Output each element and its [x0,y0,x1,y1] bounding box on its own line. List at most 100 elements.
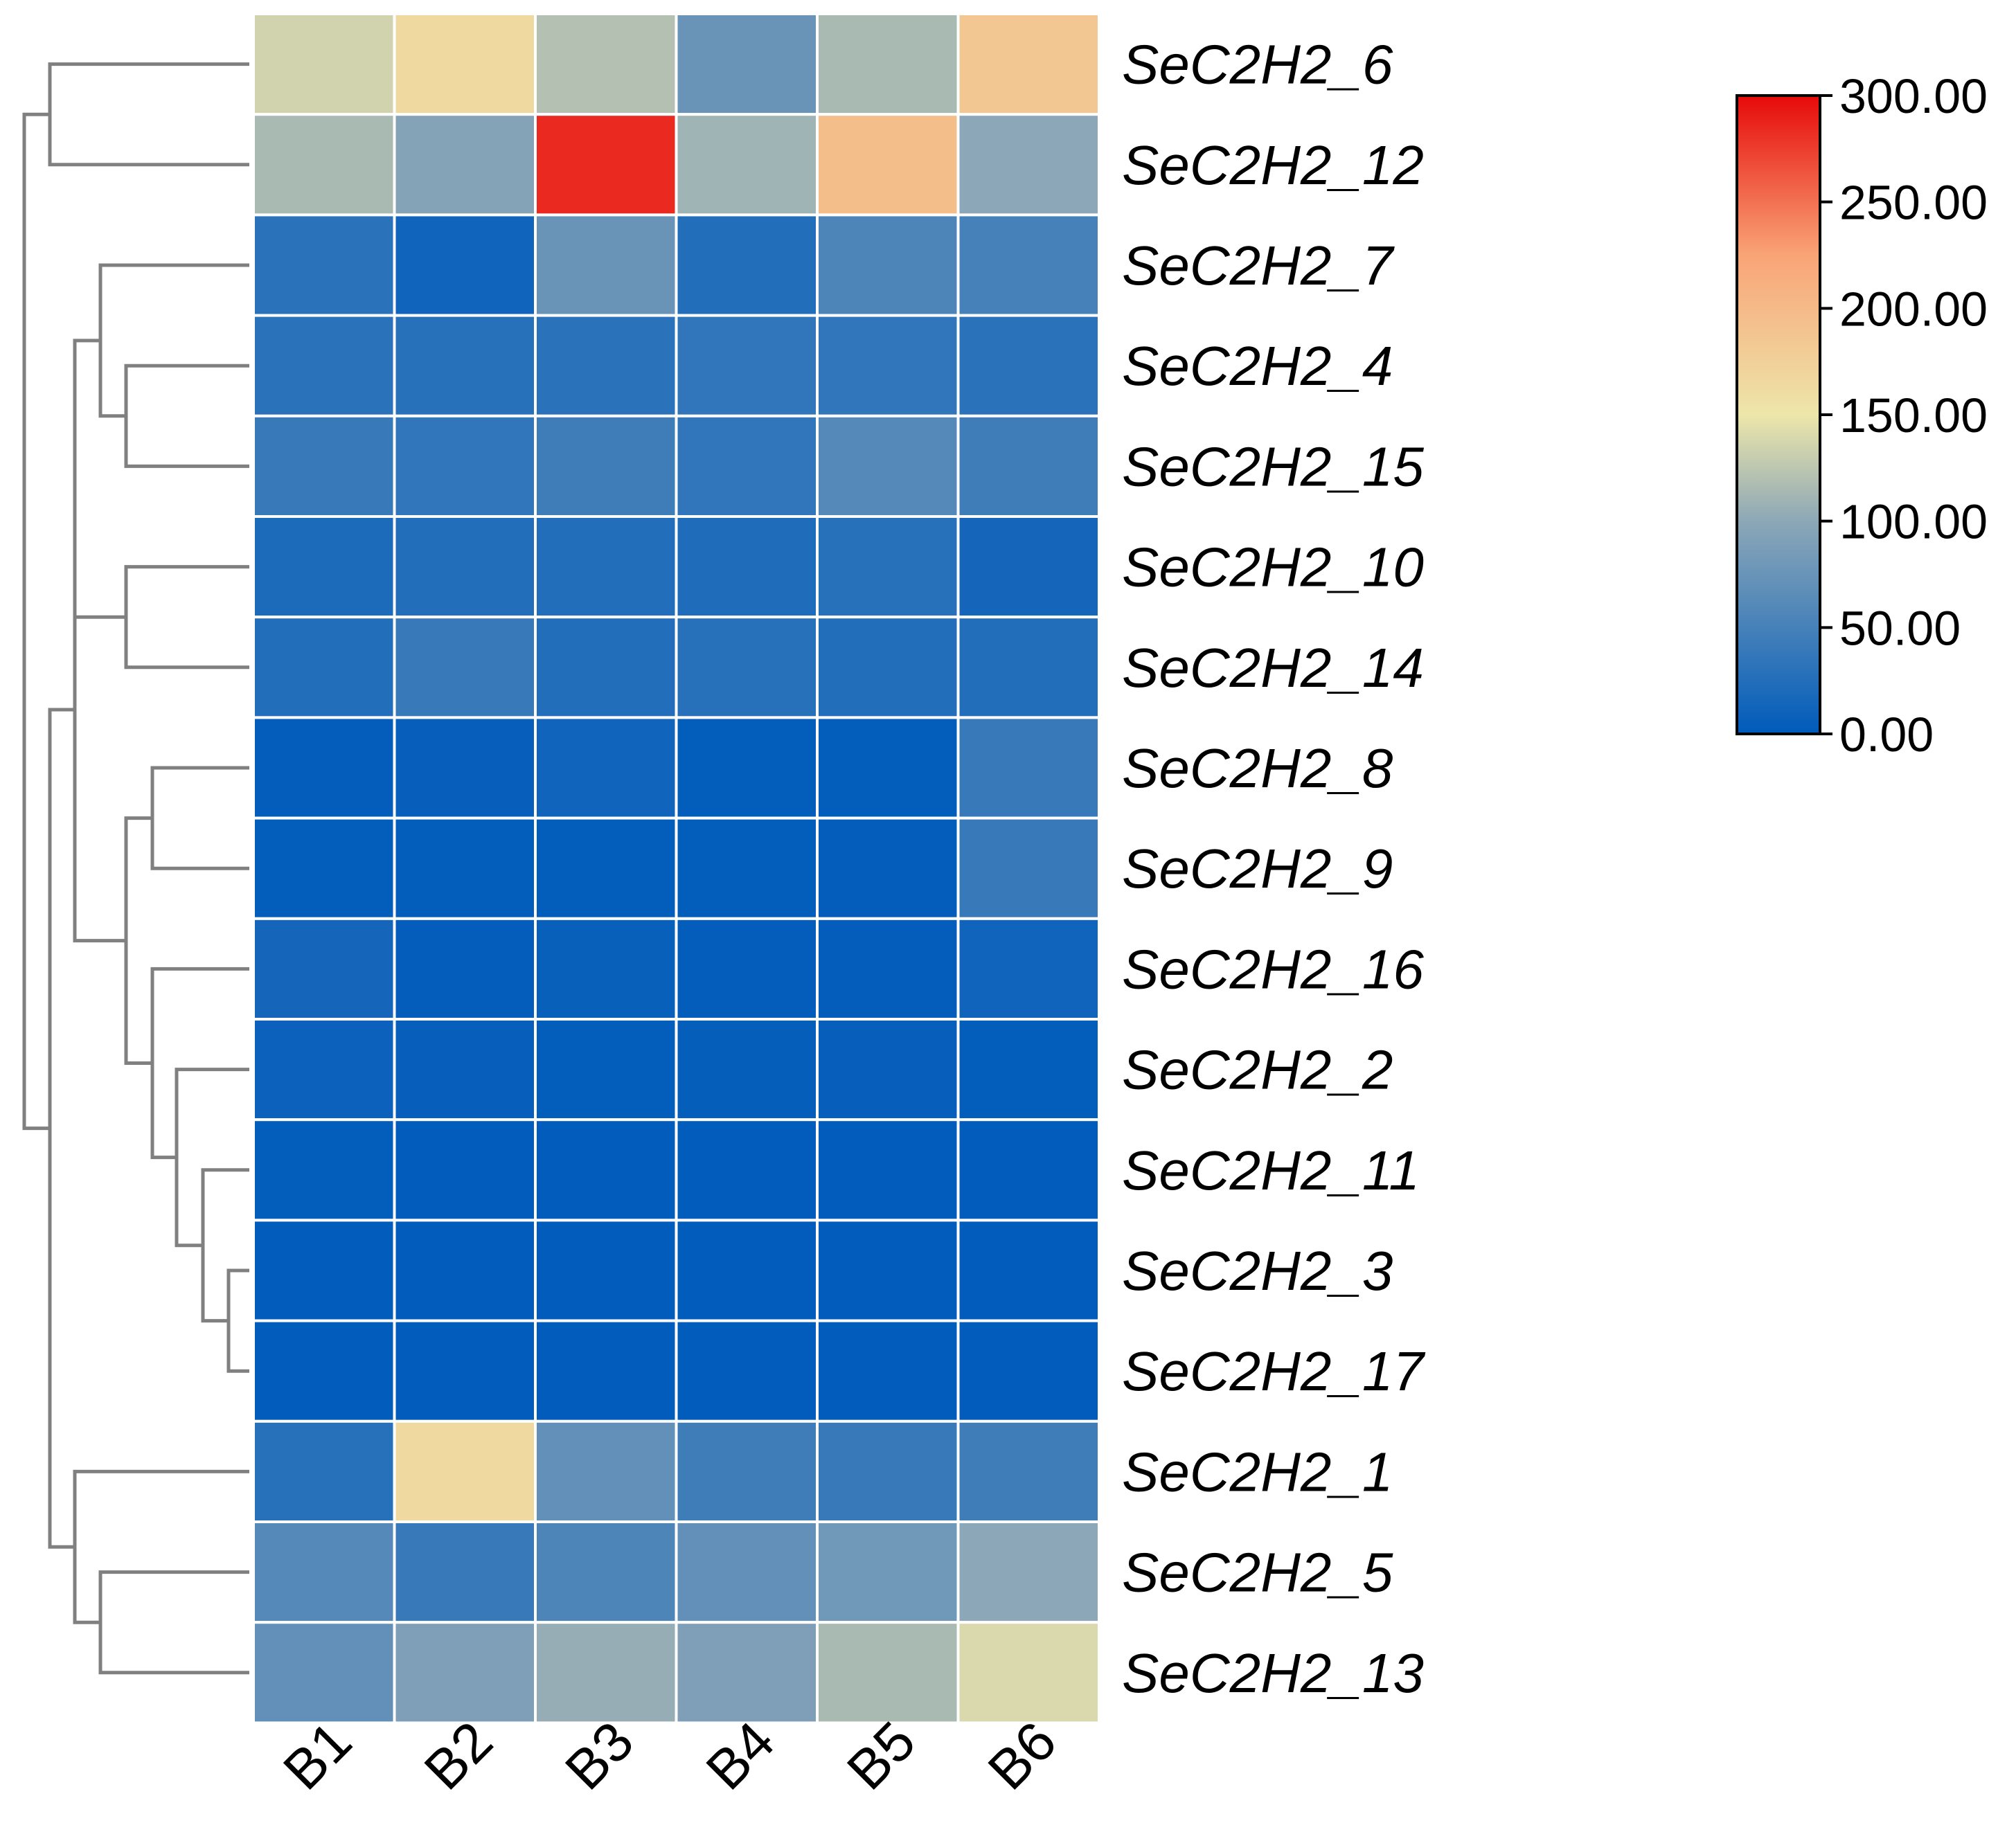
colorbar-tick-label: 250.00 [1839,176,1988,230]
row-label: SeC2H2_3 [1122,1240,1393,1302]
heatmap-cell [393,1319,537,1423]
heatmap-cell [252,12,396,116]
heatmap-cell [534,1118,678,1222]
heatmap-cell [675,1118,819,1222]
dendrogram-branch [48,708,75,1549]
dendrogram-branch [124,816,152,1066]
heatmap-cell [956,1219,1100,1322]
heatmap-cell [252,1319,396,1423]
heatmap-cell [675,1419,819,1524]
heatmap-cell [675,816,819,920]
heatmap-cell [534,12,678,116]
heatmap-cell [534,213,678,317]
row-label: SeC2H2_8 [1122,737,1393,799]
heatmap-cell [675,616,819,719]
heatmap-cell [393,816,537,920]
heatmap-cell [956,616,1100,719]
heatmap-cell [956,1419,1100,1524]
heatmap-cell [393,1118,537,1222]
heatmap-cell [956,1520,1100,1624]
heatmap-cell [534,816,678,920]
heatmap-cell [816,816,960,920]
heatmap-cell [252,917,396,1021]
heatmap-cell [393,414,537,518]
heatmap-cell [956,414,1100,518]
heatmap-cell [393,1520,537,1624]
heatmap-cell [252,1219,396,1322]
heatmap-cell [816,12,960,116]
heatmap-cell [534,1520,678,1624]
heatmap-cell [816,515,960,619]
heatmap-cell [534,314,678,417]
heatmap-cell [393,515,537,619]
row-label: SeC2H2_5 [1122,1542,1393,1604]
heatmap-cell [252,515,396,619]
dendrogram-branch [226,1268,249,1373]
heatmap-cell [675,515,819,619]
heatmap-cell [393,716,537,820]
heatmap-cell [675,917,819,1021]
heatmap-cell [816,314,960,417]
row-label: SeC2H2_16 [1122,938,1424,1000]
dendrogram-branch [22,112,50,1131]
heatmap-cell [675,716,819,820]
dendrogram-branch [150,766,249,870]
row-label: SeC2H2_4 [1122,335,1393,397]
dendrogram-branch [150,967,249,1160]
row-label: SeC2H2_14 [1122,637,1424,699]
heatmap-cell [252,716,396,820]
heatmap-cell [252,1621,396,1725]
row-label: SeC2H2_6 [1122,34,1393,96]
heatmap-cell [534,716,678,820]
heatmap-cell [956,515,1100,619]
heatmap-cell [956,917,1100,1021]
row-dendrogram [22,62,249,1675]
heatmap-cell [252,113,396,217]
heatmap-cell [675,1621,819,1725]
heatmap-cell [675,12,819,116]
heatmap-cell [675,1018,819,1122]
heatmap-cell [252,213,396,317]
dendrogram-branch [124,363,249,468]
heatmap-cell [675,1319,819,1423]
heatmap-cell [956,213,1100,317]
heatmap-cell [956,716,1100,820]
row-label: SeC2H2_13 [1122,1642,1424,1704]
heatmap-cell [816,1621,960,1725]
heatmap-cell [675,1520,819,1624]
dendrogram-branch [124,565,249,670]
heatmap-cell [816,716,960,820]
heatmap-cell [534,1419,678,1524]
heatmap-cell [534,414,678,518]
heatmap-cell [675,213,819,317]
colorbar-tick-label: 100.00 [1839,495,1988,549]
heatmap-cell [393,12,537,116]
row-label: SeC2H2_10 [1122,537,1424,598]
heatmap-cell [534,1018,678,1122]
heatmap-cell [393,917,537,1021]
heatmap-cell [534,1219,678,1322]
heatmap-cell [956,314,1100,417]
heatmap-cell [534,1621,678,1725]
heatmap-cell [393,1621,537,1725]
heatmap-cell [252,616,396,719]
heatmap-cell [534,1319,678,1423]
heatmap-cell [956,1621,1100,1725]
heatmap-cell [816,113,960,217]
heatmap-cell [816,414,960,518]
heatmap-cell [252,1018,396,1122]
heatmap-cell [816,1520,960,1624]
heatmap-cell [816,1319,960,1423]
heatmap-cell [534,515,678,619]
dendrogram-branch [175,1068,249,1248]
heatmap-cell [956,816,1100,920]
heatmap-cell [393,1018,537,1122]
row-label: SeC2H2_15 [1122,435,1424,497]
heatmap-cell [675,1219,819,1322]
heatmap-cell [534,616,678,719]
dendrogram-branch [48,62,249,167]
heatmap-cell [393,616,537,719]
dendrogram-branch [98,263,249,418]
heatmap-cell [956,1118,1100,1222]
